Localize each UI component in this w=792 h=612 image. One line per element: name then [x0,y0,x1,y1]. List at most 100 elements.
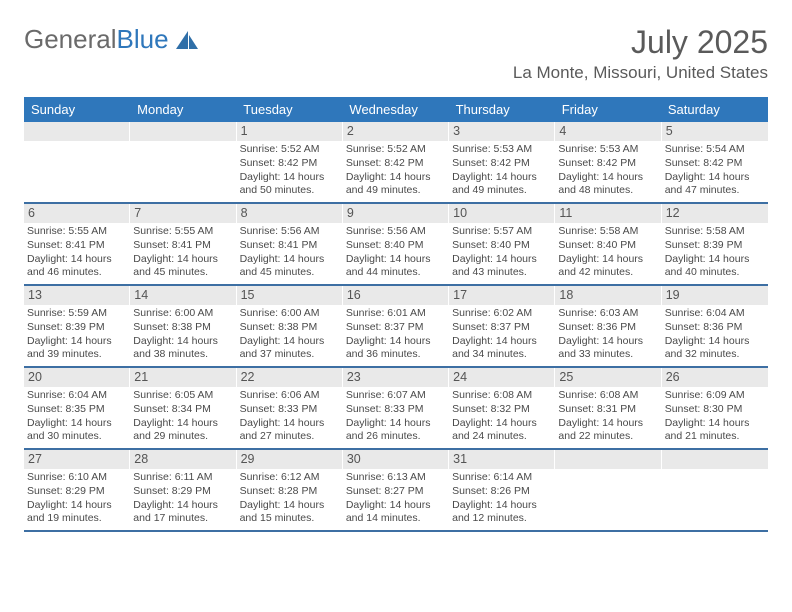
day-number: 15 [237,286,343,305]
daylight-line1: Daylight: 14 hours [27,335,127,349]
day-number: 4 [555,122,661,141]
daylight-line2: and 36 minutes. [346,348,446,362]
sunset-text: Sunset: 8:41 PM [133,239,233,253]
day-cell: 14Sunrise: 6:00 AMSunset: 8:38 PMDayligh… [130,286,236,366]
sunset-text: Sunset: 8:41 PM [27,239,127,253]
daylight-line1: Daylight: 14 hours [346,499,446,513]
week-row: 27Sunrise: 6:10 AMSunset: 8:29 PMDayligh… [24,450,768,532]
day-cell [130,122,236,202]
day-cell: 19Sunrise: 6:04 AMSunset: 8:36 PMDayligh… [662,286,768,366]
daylight-line2: and 43 minutes. [452,266,552,280]
daylight-line2: and 37 minutes. [240,348,340,362]
empty-day-header [555,450,661,469]
day-body: Sunrise: 6:08 AMSunset: 8:31 PMDaylight:… [555,387,661,448]
day-cell: 1Sunrise: 5:52 AMSunset: 8:42 PMDaylight… [237,122,343,202]
sunrise-text: Sunrise: 6:01 AM [346,307,446,321]
day-number: 24 [449,368,555,387]
day-number: 29 [237,450,343,469]
logo-text: General Blue [24,24,169,55]
sunset-text: Sunset: 8:36 PM [558,321,658,335]
day-body: Sunrise: 5:53 AMSunset: 8:42 PMDaylight:… [449,141,555,202]
day-cell: 18Sunrise: 6:03 AMSunset: 8:36 PMDayligh… [555,286,661,366]
sunset-text: Sunset: 8:42 PM [665,157,765,171]
day-body: Sunrise: 6:00 AMSunset: 8:38 PMDaylight:… [237,305,343,366]
day-cell: 13Sunrise: 5:59 AMSunset: 8:39 PMDayligh… [24,286,130,366]
day-cell: 30Sunrise: 6:13 AMSunset: 8:27 PMDayligh… [343,450,449,530]
sunset-text: Sunset: 8:34 PM [133,403,233,417]
daylight-line1: Daylight: 14 hours [27,253,127,267]
daylight-line1: Daylight: 14 hours [240,417,340,431]
sunset-text: Sunset: 8:38 PM [133,321,233,335]
day-body: Sunrise: 6:07 AMSunset: 8:33 PMDaylight:… [343,387,449,448]
day-number: 6 [24,204,130,223]
logo-sail-icon [174,29,200,51]
week-row: 1Sunrise: 5:52 AMSunset: 8:42 PMDaylight… [24,122,768,204]
day-number: 1 [237,122,343,141]
day-number: 13 [24,286,130,305]
day-body: Sunrise: 6:04 AMSunset: 8:35 PMDaylight:… [24,387,130,448]
sunrise-text: Sunrise: 5:57 AM [452,225,552,239]
day-number: 11 [555,204,661,223]
sunrise-text: Sunrise: 6:08 AM [558,389,658,403]
daylight-line2: and 49 minutes. [346,184,446,198]
day-body: Sunrise: 5:52 AMSunset: 8:42 PMDaylight:… [343,141,449,202]
daylight-line1: Daylight: 14 hours [133,253,233,267]
sunrise-text: Sunrise: 5:52 AM [346,143,446,157]
day-body: Sunrise: 5:58 AMSunset: 8:40 PMDaylight:… [555,223,661,284]
day-body: Sunrise: 6:11 AMSunset: 8:29 PMDaylight:… [130,469,236,530]
daylight-line2: and 42 minutes. [558,266,658,280]
daylight-line2: and 45 minutes. [133,266,233,280]
day-number: 25 [555,368,661,387]
day-number: 27 [24,450,130,469]
day-number: 14 [130,286,236,305]
daylight-line1: Daylight: 14 hours [240,253,340,267]
day-cell: 25Sunrise: 6:08 AMSunset: 8:31 PMDayligh… [555,368,661,448]
day-cell: 9Sunrise: 5:56 AMSunset: 8:40 PMDaylight… [343,204,449,284]
day-cell: 8Sunrise: 5:56 AMSunset: 8:41 PMDaylight… [237,204,343,284]
day-number: 19 [662,286,768,305]
day-body: Sunrise: 6:13 AMSunset: 8:27 PMDaylight:… [343,469,449,530]
dow-monday: Monday [131,97,237,122]
daylight-line1: Daylight: 14 hours [452,335,552,349]
day-body: Sunrise: 6:01 AMSunset: 8:37 PMDaylight:… [343,305,449,366]
sunrise-text: Sunrise: 6:05 AM [133,389,233,403]
sunset-text: Sunset: 8:39 PM [27,321,127,335]
day-cell: 2Sunrise: 5:52 AMSunset: 8:42 PMDaylight… [343,122,449,202]
sunset-text: Sunset: 8:42 PM [452,157,552,171]
logo: General Blue [24,24,200,55]
daylight-line1: Daylight: 14 hours [133,417,233,431]
daylight-line2: and 50 minutes. [240,184,340,198]
day-number: 7 [130,204,236,223]
day-number: 30 [343,450,449,469]
day-body: Sunrise: 6:12 AMSunset: 8:28 PMDaylight:… [237,469,343,530]
daylight-line1: Daylight: 14 hours [665,335,765,349]
daylight-line2: and 44 minutes. [346,266,446,280]
day-body: Sunrise: 5:58 AMSunset: 8:39 PMDaylight:… [662,223,768,284]
daylight-line2: and 27 minutes. [240,430,340,444]
day-body: Sunrise: 6:00 AMSunset: 8:38 PMDaylight:… [130,305,236,366]
daylight-line2: and 40 minutes. [665,266,765,280]
daylight-line2: and 39 minutes. [27,348,127,362]
sunrise-text: Sunrise: 5:55 AM [133,225,233,239]
sunset-text: Sunset: 8:40 PM [452,239,552,253]
daylight-line1: Daylight: 14 hours [452,171,552,185]
sunset-text: Sunset: 8:36 PM [665,321,765,335]
sunset-text: Sunset: 8:39 PM [665,239,765,253]
sunset-text: Sunset: 8:42 PM [558,157,658,171]
daylight-line2: and 33 minutes. [558,348,658,362]
day-number: 3 [449,122,555,141]
sunrise-text: Sunrise: 6:09 AM [665,389,765,403]
sunrise-text: Sunrise: 5:58 AM [665,225,765,239]
day-number: 10 [449,204,555,223]
day-body: Sunrise: 5:56 AMSunset: 8:40 PMDaylight:… [343,223,449,284]
daylight-line1: Daylight: 14 hours [27,499,127,513]
sunrise-text: Sunrise: 5:54 AM [665,143,765,157]
sunrise-text: Sunrise: 6:03 AM [558,307,658,321]
day-number: 9 [343,204,449,223]
sunrise-text: Sunrise: 6:07 AM [346,389,446,403]
daylight-line2: and 47 minutes. [665,184,765,198]
day-body: Sunrise: 6:14 AMSunset: 8:26 PMDaylight:… [449,469,555,530]
daylight-line1: Daylight: 14 hours [558,335,658,349]
day-cell [662,450,768,530]
day-cell: 20Sunrise: 6:04 AMSunset: 8:35 PMDayligh… [24,368,130,448]
